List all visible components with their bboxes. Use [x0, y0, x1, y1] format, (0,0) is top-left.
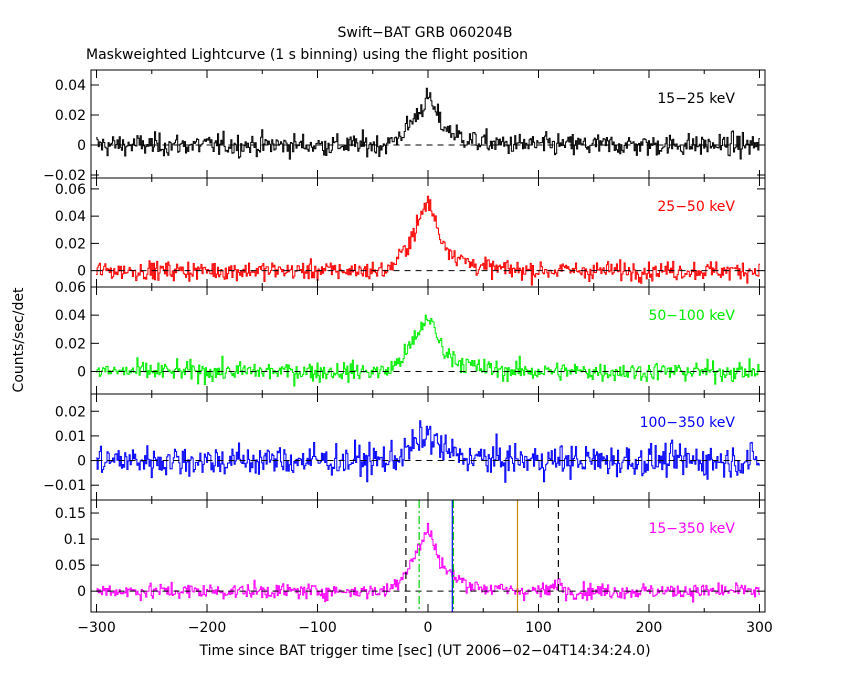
panel-frame-5: [90, 499, 766, 613]
series-line-2: [96, 195, 760, 286]
series-line-4: [96, 420, 760, 483]
x-tick-label: 100: [525, 620, 552, 636]
y-tick-label: 0.06: [55, 182, 86, 198]
x-axis-label: Time since BAT trigger time [sec] (UT 20…: [198, 643, 650, 659]
band-label-2: 25−50 keV: [657, 199, 735, 215]
y-tick-label: 0.15: [55, 506, 86, 522]
panel-5: 0.15 0.1 0.05 0 15−350 keV: [55, 499, 766, 613]
x-tick-label: 0: [424, 620, 433, 636]
y-tick-label: 0.02: [55, 236, 86, 252]
y-tick-label: 0: [77, 138, 86, 154]
x-tick-label: −300: [77, 620, 115, 636]
y-tick-label: 0: [77, 454, 86, 470]
y-tick-label: 0.02: [55, 336, 86, 352]
y-tick-label: −0.02: [43, 168, 86, 184]
y-tick-label: 0: [77, 584, 86, 600]
x-tick-label: 300: [746, 620, 773, 636]
y-tick-label: 0.01: [55, 429, 86, 445]
panel-4: 0.02 0.01 0 −0.01 100−350 keV: [43, 393, 766, 501]
y-tick-label: 0.04: [55, 209, 86, 225]
chart-subtitle: Maskweighted Lightcurve (1 s binning) us…: [86, 47, 528, 63]
y-axis-label: Counts/sec/det: [11, 287, 27, 392]
x-tick-label: 200: [636, 620, 663, 636]
panel-2: 0.06 0.04 0.02 0 25−50 keV: [55, 177, 766, 288]
y-tick-label: 0.06: [55, 280, 86, 296]
x-tick-label: −100: [298, 620, 336, 636]
y-tick-label: 0.02: [55, 404, 86, 420]
chart-title: Swift−BAT GRB 060204B: [338, 25, 513, 41]
series-line-5: [96, 522, 760, 603]
panel-1: 0.04 0.02 0 −0.02 15−25 keV: [43, 69, 766, 184]
band-label-5: 15−350 keV: [648, 521, 735, 537]
panel-frame-1: [90, 69, 766, 179]
y-tick-label: 0.04: [55, 78, 86, 94]
y-tick-label: 0.04: [55, 308, 86, 324]
x-tick-labels: −300 −200 −100 0 100 200 300: [77, 620, 773, 636]
panel-3: 0.06 0.04 0.02 0 50−100 keV: [55, 280, 766, 395]
band-label-3: 50−100 keV: [648, 308, 735, 324]
y-tick-label: −0.01: [43, 478, 86, 494]
panel-frame-4: [90, 393, 766, 501]
panels-group: 0.04 0.02 0 −0.02 15−25 keV 0.06 0.04 0.02 0 25−5…: [43, 69, 773, 636]
y-tick-label: 0: [77, 264, 86, 280]
y-tick-label: 0.02: [55, 108, 86, 124]
series-line-3: [96, 314, 760, 387]
x-tick-label: −200: [188, 620, 226, 636]
y-tick-label: 0: [77, 364, 86, 380]
y-tick-label: 0.1: [64, 532, 86, 548]
y-tick-label: 0.05: [55, 558, 86, 574]
band-label-4: 100−350 keV: [640, 415, 736, 431]
band-label-1: 15−25 keV: [657, 91, 735, 107]
